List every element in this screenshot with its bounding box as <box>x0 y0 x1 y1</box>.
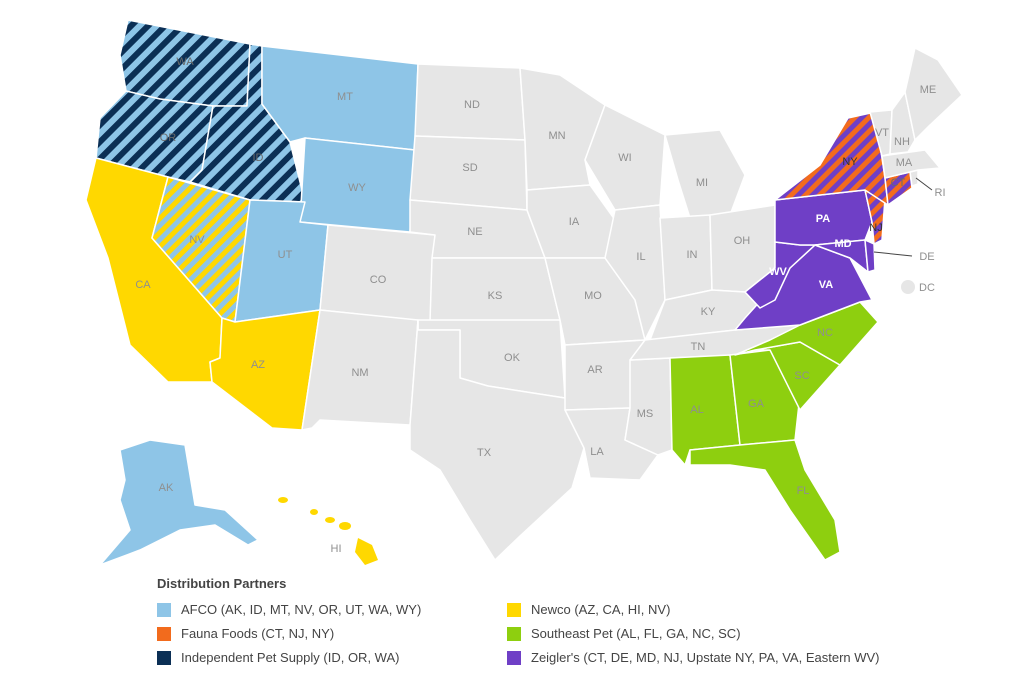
label-md: MD <box>834 238 851 250</box>
label-ak: AK <box>159 482 174 494</box>
legend-label-zeiglers: Zeigler's (CT, DE, MD, NJ, Upstate NY, P… <box>531 650 880 665</box>
legend-label-southeast: Southeast Pet (AL, FL, GA, NC, SC) <box>531 626 741 641</box>
legend-swatch-zeiglers <box>507 650 521 665</box>
state-de <box>864 239 876 273</box>
label-mn: MN <box>548 130 565 142</box>
state-nh <box>889 91 916 155</box>
label-nc: NC <box>817 327 833 339</box>
label-al: AL <box>690 404 703 416</box>
state-labels: WA OR ID MT WY CA NV UT AZ CO NM ND SD N… <box>135 56 945 555</box>
label-co: CO <box>370 274 387 286</box>
state-hi <box>278 497 378 565</box>
label-ny: NY <box>842 156 858 168</box>
label-nh: NH <box>894 136 910 148</box>
label-fl: FL <box>797 485 810 497</box>
dc-marker <box>901 280 915 294</box>
label-wi: WI <box>618 152 631 164</box>
label-nd: ND <box>464 99 480 111</box>
state-tx <box>409 319 585 561</box>
legend-item-southeast: Southeast Pet (AL, FL, GA, NC, SC) <box>507 625 907 642</box>
label-me: ME <box>920 84 937 96</box>
legend-label-fauna: Fauna Foods (CT, NJ, NY) <box>181 626 335 641</box>
label-ne: NE <box>467 226 482 238</box>
label-la: LA <box>590 446 604 458</box>
label-ky: KY <box>701 306 716 318</box>
label-mo: MO <box>584 290 602 302</box>
us-distribution-map: WA OR ID MT WY CA NV UT AZ CO NM ND SD N… <box>85 19 963 566</box>
legend-swatch-newco <box>507 602 521 617</box>
label-wv: WV <box>769 266 787 278</box>
legend-swatch-afco <box>157 602 171 617</box>
state-fl <box>689 439 841 561</box>
label-ct: CT <box>891 177 906 189</box>
label-sd: SD <box>462 162 477 174</box>
label-dc: DC <box>919 282 935 294</box>
label-il: IL <box>636 251 645 263</box>
label-vt: VT <box>875 127 889 139</box>
legend-item-zeiglers: Zeigler's (CT, DE, MD, NJ, Upstate NY, P… <box>507 649 907 666</box>
legend-label-independent: Independent Pet Supply (ID, OR, WA) <box>181 650 400 665</box>
label-ar: AR <box>587 364 602 376</box>
legend-items: AFCO (AK, ID, MT, NV, OR, UT, WA, WY) Ne… <box>157 601 917 666</box>
label-ut: UT <box>278 249 293 261</box>
de-leader <box>873 251 913 257</box>
label-sc: SC <box>794 370 809 382</box>
legend-item-newco: Newco (AZ, CA, HI, NV) <box>507 601 907 618</box>
label-pa: PA <box>816 213 831 225</box>
legend-label-newco: Newco (AZ, CA, HI, NV) <box>531 602 671 617</box>
label-nj: NJ <box>869 222 882 234</box>
label-wa: WA <box>176 56 194 68</box>
label-ri: RI <box>935 187 946 199</box>
label-ma: MA <box>896 157 913 169</box>
legend-label-afco: AFCO (AK, ID, MT, NV, OR, UT, WA, WY) <box>181 602 422 617</box>
legend-swatch-fauna <box>157 626 171 641</box>
label-id: ID <box>253 152 264 164</box>
label-tn: TN <box>691 341 706 353</box>
legend: Distribution Partners AFCO (AK, ID, MT, … <box>157 576 917 666</box>
label-az: AZ <box>251 359 265 371</box>
label-nm: NM <box>351 367 368 379</box>
legend-item-fauna: Fauna Foods (CT, NJ, NY) <box>157 625 507 642</box>
label-ia: IA <box>569 216 580 228</box>
legend-title: Distribution Partners <box>157 576 287 591</box>
label-wy: WY <box>348 182 366 194</box>
label-mi: MI <box>696 177 708 189</box>
label-nv: NV <box>189 234 205 246</box>
label-ok: OK <box>504 352 521 364</box>
state-mi <box>664 129 746 219</box>
label-ms: MS <box>637 408 654 420</box>
state-me <box>904 47 963 141</box>
label-mt: MT <box>337 91 353 103</box>
legend-item-afco: AFCO (AK, ID, MT, NV, OR, UT, WA, WY) <box>157 601 507 618</box>
legend-swatch-independent <box>157 650 171 665</box>
label-hi: HI <box>331 543 342 555</box>
label-or: OR <box>160 132 177 144</box>
label-ga: GA <box>748 398 765 410</box>
state-wi <box>584 104 666 211</box>
label-va: VA <box>819 279 834 291</box>
state-ak <box>99 439 259 566</box>
legend-swatch-southeast <box>507 626 521 641</box>
label-tx: TX <box>477 447 492 459</box>
label-oh: OH <box>734 235 751 247</box>
label-in: IN <box>687 249 698 261</box>
ri-leader <box>915 177 933 191</box>
state-ny <box>774 111 889 206</box>
label-ca: CA <box>135 279 151 291</box>
state-ms <box>624 357 673 456</box>
state-nc <box>734 301 879 366</box>
state-mn <box>519 67 606 191</box>
legend-item-independent: Independent Pet Supply (ID, OR, WA) <box>157 649 507 666</box>
label-ks: KS <box>488 290 503 302</box>
label-de: DE <box>919 251 934 263</box>
state-ma <box>881 149 941 179</box>
